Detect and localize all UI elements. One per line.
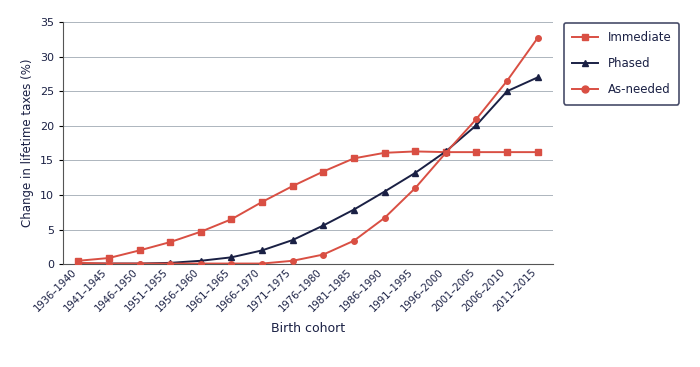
X-axis label: Birth cohort: Birth cohort [271, 322, 345, 335]
Legend: Immediate, Phased, As-needed: Immediate, Phased, As-needed [564, 23, 680, 105]
Y-axis label: Change in lifetime taxes (%): Change in lifetime taxes (%) [21, 59, 34, 228]
